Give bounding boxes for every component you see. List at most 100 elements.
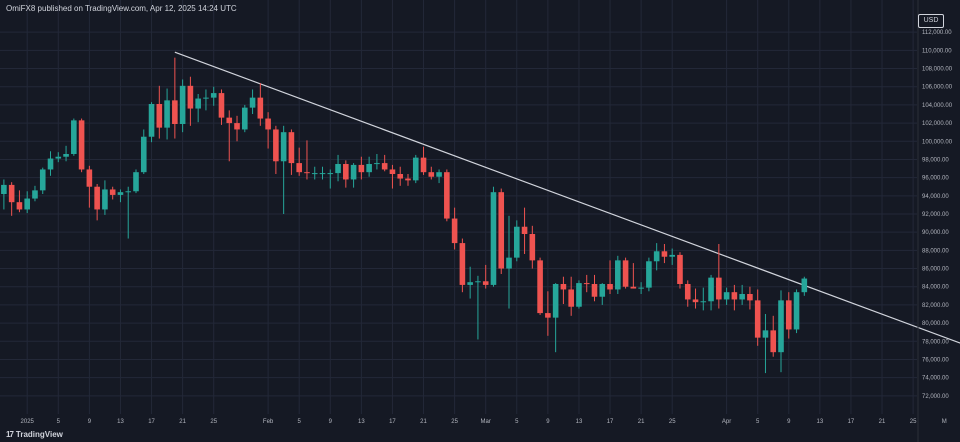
candle-body [234, 123, 240, 130]
candle [428, 166, 435, 180]
candle [793, 289, 800, 334]
candle-body [444, 172, 450, 219]
y-tick-label: 74,000.00 [922, 376, 949, 382]
candle [607, 260, 613, 294]
candle-body [71, 120, 77, 154]
currency-badge[interactable]: USD [918, 14, 944, 28]
candle-body [366, 164, 372, 173]
candle-body [739, 294, 745, 300]
candle [684, 280, 691, 307]
candle [47, 151, 54, 176]
candle-body [350, 164, 357, 180]
candle-body [716, 277, 722, 300]
candle-body [661, 251, 668, 257]
candle [102, 180, 108, 215]
candle-body [506, 257, 512, 269]
candle-body [646, 261, 652, 288]
x-tick-label: 5 [756, 419, 760, 425]
candle-body [296, 163, 302, 173]
candle [436, 169, 442, 184]
candle [63, 145, 69, 162]
candle [389, 164, 396, 189]
candle [646, 257, 652, 292]
candle-body [241, 107, 248, 130]
price-axis[interactable]: 72,000.00 74,000.00 76,000.00 78,000.00 80,0… [917, 0, 953, 442]
x-tick-label: 25 [910, 419, 917, 425]
candle [156, 85, 163, 139]
x-tick-label: 21 [420, 419, 427, 425]
candle-body [700, 301, 707, 303]
tradingview-brand[interactable]: 17 TradingView [6, 430, 63, 439]
x-tick-label: 9 [787, 419, 791, 425]
candle [148, 102, 155, 143]
candle-body [179, 85, 186, 124]
candle [475, 275, 481, 340]
y-tick-label: 110,000.00 [922, 48, 952, 54]
candle [195, 94, 201, 123]
x-tick-label: 13 [817, 419, 824, 425]
grid-layer [0, 0, 917, 414]
y-tick-label: 96,000.00 [922, 176, 949, 182]
x-tick-label: 21 [879, 419, 886, 425]
candle [273, 125, 279, 174]
candle [172, 57, 178, 139]
candle-body [754, 300, 761, 338]
y-tick-label: 106,000.00 [922, 85, 953, 91]
trendline [174, 51, 960, 344]
candle-body [723, 292, 730, 300]
trendline-layer [174, 51, 960, 344]
y-tick-label: 86,000.00 [922, 267, 949, 273]
candle-body [257, 97, 264, 119]
candle [747, 286, 753, 310]
candle [513, 220, 520, 262]
x-tick-label: 25 [210, 419, 217, 425]
x-tick-label: 9 [546, 419, 550, 425]
candle-body [327, 173, 334, 175]
candle [731, 284, 738, 311]
time-axis[interactable]: 2025 5 9 13 17 21 25 Feb 5 9 13 17 21 25 Mar 5 9 13 17 21 25… [21, 419, 947, 425]
candle-body [203, 97, 209, 99]
x-tick-label: 17 [148, 419, 155, 425]
candle [630, 263, 637, 289]
candle-body [692, 299, 699, 303]
candle [203, 89, 209, 111]
candle [210, 86, 217, 106]
candle [257, 83, 264, 126]
candle [490, 186, 497, 287]
x-tick-label: 21 [638, 419, 645, 425]
y-tick-label: 92,000.00 [922, 212, 949, 218]
y-tick-label: 90,000.00 [922, 230, 949, 236]
candle [140, 129, 147, 174]
candle [374, 154, 380, 170]
candle-body [653, 251, 660, 262]
candle-body [133, 172, 139, 192]
x-tick-label: 5 [298, 419, 302, 425]
candle-body [148, 104, 155, 137]
candle-body [467, 282, 473, 285]
candle [560, 276, 567, 304]
candle-body [770, 330, 777, 353]
candle [179, 79, 186, 133]
candle [692, 288, 699, 309]
candle [576, 280, 582, 309]
publisher-header: OmiFX8 published on TradingView.com, Apr… [6, 4, 237, 13]
candle [304, 140, 310, 180]
candle-body [568, 289, 574, 307]
candle-body [498, 192, 505, 269]
candle-body [451, 218, 458, 244]
candle-body [684, 284, 691, 300]
candle-body [436, 172, 442, 177]
candle-body [249, 97, 256, 108]
candle-body [622, 260, 629, 287]
candle [677, 252, 683, 289]
x-tick-label: Mar [481, 419, 491, 425]
candle-body [125, 191, 132, 193]
y-tick-label: 72,000.00 [922, 394, 949, 400]
candle [265, 112, 271, 149]
candle [8, 182, 15, 216]
x-tick-label: M [942, 419, 947, 425]
candle-body [412, 157, 419, 181]
candle-body [55, 156, 62, 159]
candle [591, 274, 598, 302]
